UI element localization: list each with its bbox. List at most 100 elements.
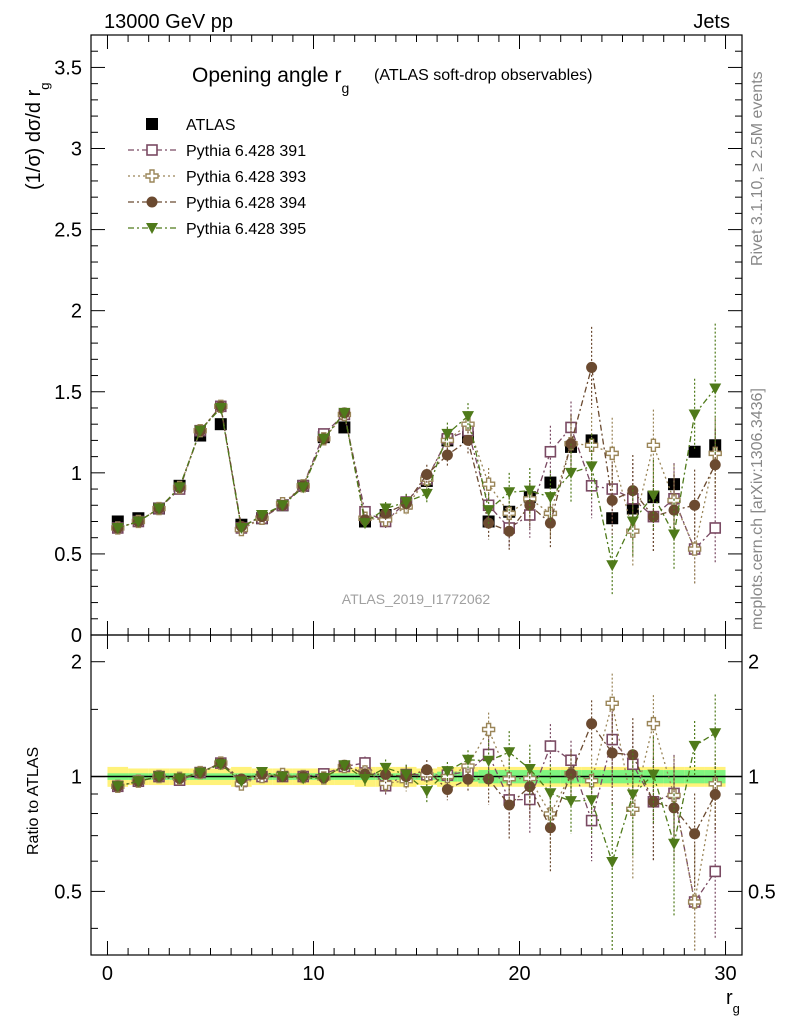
data-point-p395 (214, 402, 227, 414)
legend-label-p394: Pythia 6.428 394 (186, 195, 306, 212)
ratio-point-p395 (503, 747, 516, 759)
ratio-line-p391 (117, 738, 716, 904)
data-point-p395 (235, 522, 248, 534)
ratio-point-p394 (544, 822, 556, 834)
data-point-p394 (462, 434, 474, 446)
legend-label-p391: Pythia 6.428 391 (186, 143, 306, 160)
ratio-point-p395 (606, 856, 619, 868)
ratio-point-p395 (688, 740, 701, 752)
ratio-point-p395 (276, 771, 289, 783)
y-tick-label-top: 0 (71, 625, 82, 647)
ratio-point-p395 (214, 759, 227, 771)
data-point-p395 (132, 516, 145, 528)
ratio-point-p395 (235, 776, 248, 788)
y-tick-label-ratio: 0.5 (54, 881, 82, 903)
plot-title: Opening angle rg (192, 64, 349, 96)
plot-title-paren: (ATLAS soft-drop observables) (374, 67, 592, 84)
ratio-point-p394 (689, 828, 701, 840)
data-point-p393 (687, 542, 702, 556)
data-point-p394 (586, 361, 598, 373)
plot-title-main: Opening angle r (192, 64, 341, 87)
data-point-atlas (688, 445, 701, 458)
ratio-point-p391 (544, 740, 557, 752)
ratio-point-p394 (668, 802, 680, 814)
x-tick-label: 20 (508, 963, 530, 985)
data-point-p395 (503, 487, 516, 499)
ratio-point-p394 (421, 764, 433, 776)
main-data-layer (111, 323, 722, 595)
data-point-p395 (379, 503, 392, 515)
ratio-point-p394 (441, 783, 453, 795)
legend: ATLAS Pythia 6.428 391 Pythia 6.428 393 Pyt… (128, 117, 306, 238)
data-point-p394 (503, 525, 515, 537)
data-point-p395 (585, 461, 598, 473)
header-left: 13000 GeV pp (104, 11, 233, 33)
x-axis-label-main: r (726, 987, 733, 1009)
data-point-p395 (462, 411, 475, 423)
y-axis-label-ratio: Ratio to ATLAS (25, 747, 42, 855)
y-tick-label-top: 2 (71, 301, 82, 323)
data-point-p395 (647, 490, 660, 502)
data-point-atlas (544, 476, 557, 489)
data-point-p393 (605, 446, 619, 461)
rivet-label: Rivet 3.1.10, ≥ 2.5M events (749, 71, 766, 266)
ratio-point-p395 (462, 754, 475, 766)
data-point-p394 (421, 468, 433, 480)
x-tick-label: 10 (302, 963, 324, 985)
header-right: Jets (693, 11, 730, 33)
y-tick-label-ratio: 2 (71, 652, 82, 674)
ratio-point-p394 (483, 773, 495, 785)
y-tick-label-top: 1 (71, 463, 82, 485)
data-point-p395 (400, 497, 413, 509)
series-line-p393 (117, 404, 716, 552)
data-point-p395 (420, 488, 433, 500)
y-tick-label-top: 3.5 (54, 57, 82, 79)
data-point-p395 (276, 500, 289, 512)
x-axis-label-sub: g (733, 1001, 740, 1016)
ratio-point-p394 (462, 773, 474, 785)
ratio-point-p394 (503, 799, 515, 811)
ratio-point-p395 (358, 773, 371, 785)
legend-label-p393: Pythia 6.428 393 (186, 169, 306, 186)
x-tick-label: 30 (714, 963, 736, 985)
analysis-watermark: ATLAS_2019_I1772062 (342, 591, 491, 607)
data-point-p394 (689, 499, 701, 511)
ratio-point-p395 (255, 767, 268, 779)
x-tick-label: 0 (102, 963, 113, 985)
data-point-p395 (255, 510, 268, 521)
ratio-point-p395 (585, 795, 598, 807)
ratio-point-p394 (606, 747, 618, 759)
ratio-point-p394 (709, 788, 721, 800)
ratio-point-p395 (297, 773, 310, 785)
data-point-p395 (173, 482, 186, 494)
ratio-data-layer (111, 673, 722, 951)
data-point-p394 (709, 459, 721, 471)
ratio-point-p393 (687, 895, 702, 909)
legend-marker-atlas (146, 118, 158, 130)
data-point-p395 (441, 428, 454, 440)
y-tick-label-top: 1.5 (54, 382, 82, 404)
data-point-p395 (338, 407, 351, 419)
x-axis-label: rg (726, 987, 740, 1016)
data-point-p394 (606, 494, 618, 506)
ratio-point-p395 (173, 773, 186, 785)
legend-marker-p394 (146, 196, 158, 208)
ratio-point-p395 (379, 762, 392, 774)
data-point-p391 (709, 522, 722, 534)
y-tick-label-top: 2.5 (54, 220, 82, 242)
ratio-line-p393 (117, 703, 716, 903)
ratio-point-p395 (338, 760, 351, 772)
legend-label-p395: Pythia 6.428 395 (186, 221, 306, 238)
data-point-p395 (358, 518, 371, 530)
data-point-p395 (194, 425, 207, 437)
data-point-p394 (544, 517, 556, 529)
ratio-point-p395 (482, 755, 495, 767)
y-axis-label-top: (1/σ) dσ/d rg (23, 83, 52, 191)
data-point-p394 (441, 449, 453, 461)
ratio-point-p395 (441, 766, 454, 778)
data-point-p395 (152, 503, 165, 515)
data-point-p395 (709, 383, 722, 395)
y-tick-label-ratio: 1 (71, 767, 82, 789)
ratio-point-p395 (194, 767, 207, 779)
